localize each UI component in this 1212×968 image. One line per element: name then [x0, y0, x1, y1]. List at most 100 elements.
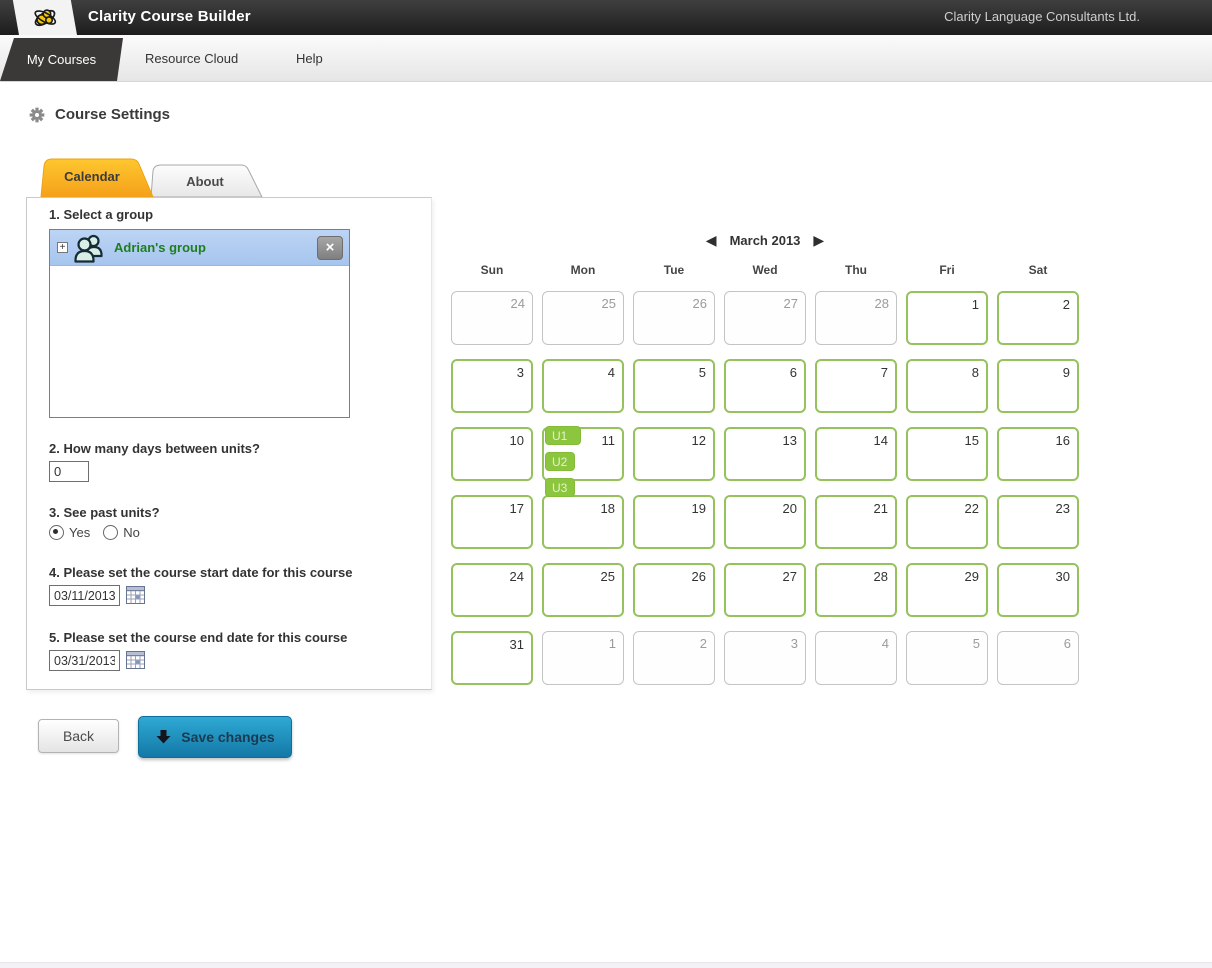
calendar-day-cell[interactable]: 28 — [815, 291, 897, 345]
calendar-day-cell[interactable]: 13 — [724, 427, 806, 481]
prev-month-icon[interactable]: ◀ — [705, 232, 717, 248]
calendar-day-cell[interactable]: 25 — [542, 563, 624, 617]
bee-icon — [34, 9, 57, 27]
tab-about[interactable] — [149, 164, 269, 198]
calendar-day-cell[interactable]: 2 — [997, 291, 1079, 345]
unit-badge[interactable]: U1 — [545, 426, 581, 445]
calendar-day-cell[interactable]: 30 — [997, 563, 1079, 617]
unit-badge[interactable]: U3 — [545, 478, 575, 497]
day-number: 12 — [691, 433, 706, 448]
day-number: 2 — [1062, 297, 1070, 312]
end-date-label: 5. Please set the course end date for th… — [49, 630, 348, 645]
day-number: 24 — [509, 569, 524, 584]
calendar-day-cell[interactable]: 26 — [633, 291, 715, 345]
day-number: 16 — [1055, 433, 1070, 448]
page-title: Course Settings — [55, 106, 171, 123]
calendar-day-cell[interactable]: 26 — [633, 563, 715, 617]
calendar-day-cell[interactable]: 4 — [815, 631, 897, 685]
tab-calendar-label[interactable]: Calendar — [64, 169, 120, 184]
unit-badge[interactable]: U2 — [545, 452, 575, 471]
day-number: 8 — [971, 365, 979, 380]
end-date-picker-icon[interactable] — [126, 651, 145, 674]
app-logo — [12, 0, 78, 36]
calendar-day-cell[interactable]: 12 — [633, 427, 715, 481]
calendar-day-cell[interactable]: 3 — [451, 359, 533, 413]
calendar-day-cell[interactable]: 31 — [451, 631, 533, 685]
calendar-grid-icon — [126, 586, 145, 604]
tab-calendar[interactable] — [37, 158, 157, 198]
calendar-day-cell[interactable]: 9 — [997, 359, 1079, 413]
day-number: 7 — [880, 365, 888, 380]
calendar-day-cell[interactable]: 29 — [906, 563, 988, 617]
start-date-input[interactable] — [49, 585, 120, 606]
calendar-day-cell[interactable]: 27 — [724, 563, 806, 617]
day-number: 28 — [874, 296, 889, 311]
save-changes-label: Save changes — [181, 729, 275, 745]
expand-icon[interactable]: + — [57, 242, 68, 253]
calendar-day-cell[interactable]: 8 — [906, 359, 988, 413]
radio-no[interactable] — [103, 525, 119, 540]
calendar-day-cell[interactable]: 18 — [542, 495, 624, 549]
group-list-item[interactable]: + Adrian's group × — [50, 230, 349, 266]
calendar-day-cell[interactable]: 17 — [451, 495, 533, 549]
start-date-label: 4. Please set the course start date for … — [49, 565, 353, 580]
tab-about-label[interactable]: About — [186, 174, 224, 189]
calendar-day-cell[interactable]: 3 — [724, 631, 806, 685]
end-date-input[interactable] — [49, 650, 120, 671]
calendar-day-cell[interactable]: 11 U1 U2 U3 — [542, 426, 624, 497]
calendar-day-cell[interactable]: 27 — [724, 291, 806, 345]
month-navigation: ◀ March 2013 ▶ — [451, 231, 1079, 249]
calendar-day-cell[interactable]: 28 — [815, 563, 897, 617]
calendar-day-cell[interactable]: 23 — [997, 495, 1079, 549]
day-number: 29 — [964, 569, 979, 584]
calendar-day-cell[interactable]: 10 — [451, 427, 533, 481]
app-header: Clarity Course Builder Clarity Language … — [0, 0, 1212, 36]
calendar-day-cell[interactable]: 15 — [906, 427, 988, 481]
calendar-day-cell[interactable]: 4 — [542, 359, 624, 413]
calendar-day-cell[interactable]: 1 — [906, 291, 988, 345]
calendar-day-cell[interactable]: 22 — [906, 495, 988, 549]
settings-panel: 1. Select a group + Adrian's group × — [26, 197, 432, 690]
calendar-day-cell[interactable]: 24 — [451, 563, 533, 617]
nav-item-resource-cloud[interactable]: Resource Cloud — [145, 50, 239, 66]
day-number: 24 — [510, 296, 525, 311]
day-number: 18 — [600, 501, 615, 516]
bottom-strip — [0, 962, 1212, 968]
day-number: 4 — [607, 365, 615, 380]
calendar-day-cell[interactable]: 24 — [451, 291, 533, 345]
month-label: March 2013 — [729, 232, 801, 248]
day-number: 1 — [971, 297, 979, 312]
calendar-day-cell[interactable]: 5 — [906, 631, 988, 685]
day-number: 11 — [601, 433, 616, 448]
nav-item-my-courses[interactable]: My Courses — [0, 38, 123, 81]
select-group-label: 1. Select a group — [49, 207, 154, 222]
back-button[interactable]: Back — [38, 719, 119, 753]
calendar-day-cell[interactable]: 7 — [815, 359, 897, 413]
calendar-day-cell[interactable]: 20 — [724, 495, 806, 549]
radio-no-label: No — [123, 525, 140, 540]
start-date-picker-icon[interactable] — [126, 586, 145, 609]
nav-item-help[interactable]: Help — [296, 50, 323, 66]
radio-yes[interactable] — [49, 525, 64, 540]
calendar-day-cell[interactable]: 1 — [542, 631, 624, 685]
group-list: + Adrian's group × — [49, 229, 350, 418]
calendar-day-cell[interactable]: 16 — [997, 427, 1079, 481]
day-number: 9 — [1062, 365, 1070, 380]
next-month-icon[interactable]: ▶ — [813, 232, 825, 248]
days-between-units-input[interactable] — [49, 461, 89, 482]
close-icon: × — [325, 239, 335, 256]
calendar-day-cell[interactable]: 14 — [815, 427, 897, 481]
remove-group-button[interactable]: × — [317, 236, 343, 260]
day-number: 26 — [692, 296, 707, 311]
day-number: 25 — [601, 296, 616, 311]
calendar-day-cell[interactable]: 2 — [633, 631, 715, 685]
calendar-day-cell[interactable]: 6 — [724, 359, 806, 413]
calendar-day-cell[interactable]: 5 — [633, 359, 715, 413]
weekday-label: Mon — [570, 263, 596, 277]
calendar-day-cell[interactable]: 19 — [633, 495, 715, 549]
calendar-day-cell[interactable]: 21 — [815, 495, 897, 549]
day-number: 21 — [873, 501, 888, 516]
calendar-day-cell[interactable]: 25 — [542, 291, 624, 345]
save-changes-button[interactable]: Save changes — [138, 716, 292, 758]
calendar-day-cell[interactable]: 6 — [997, 631, 1079, 685]
